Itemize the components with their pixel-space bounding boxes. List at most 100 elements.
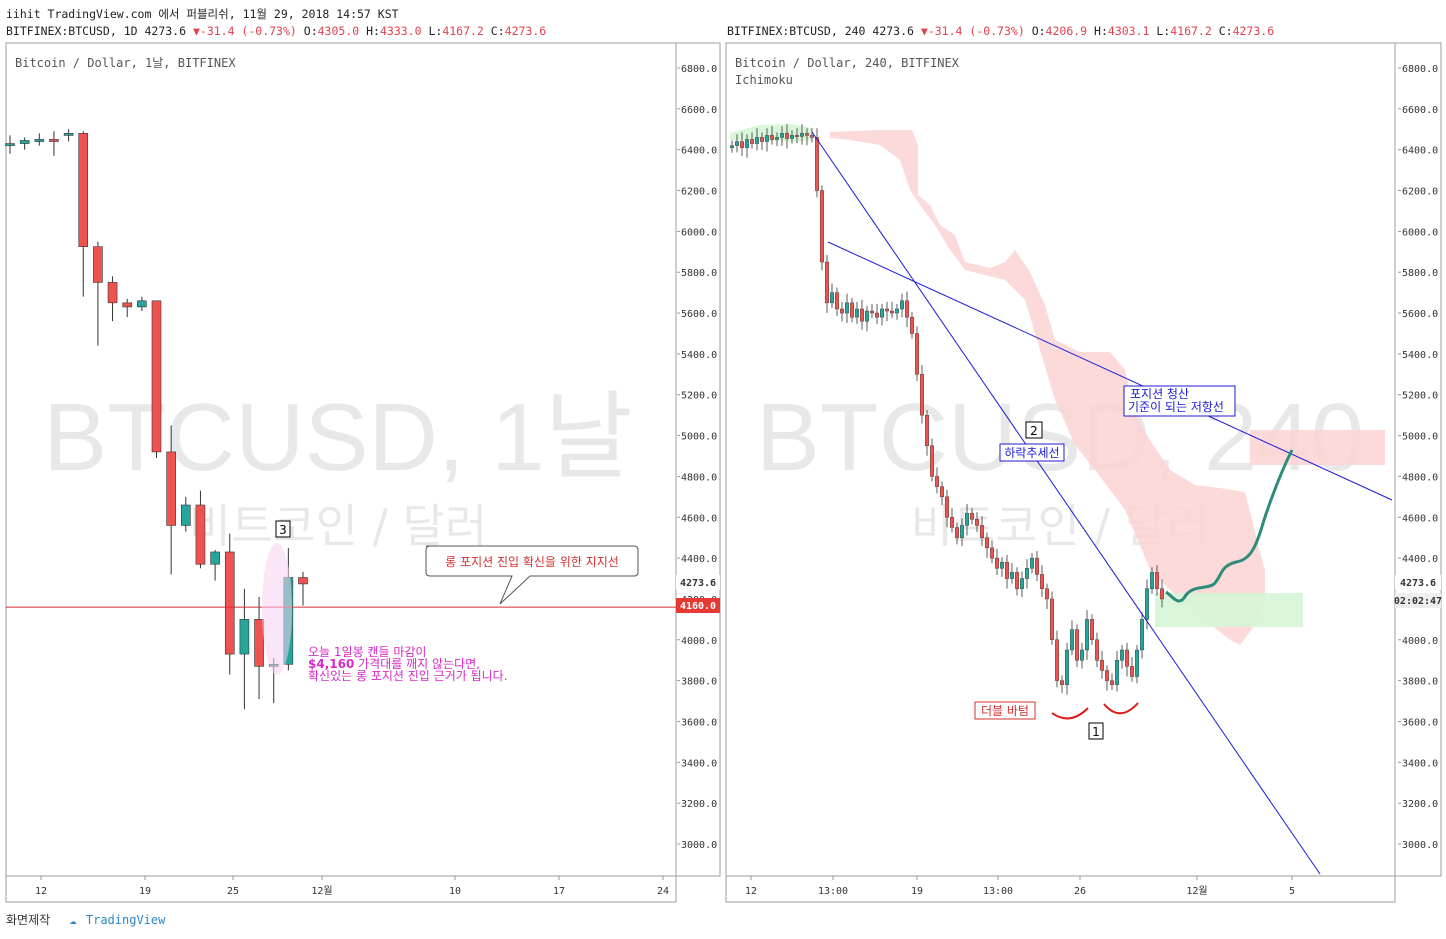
candle-body <box>820 190 825 263</box>
x-tick-label: 12월 <box>1186 885 1207 897</box>
candle-body <box>935 476 940 487</box>
candle-body <box>1000 561 1005 569</box>
right-symbol: BITFINEX:BTCUSD, 240 4273.6 <box>727 24 914 38</box>
tradingview-cloud-icon: ☁ <box>69 913 77 927</box>
right-price-axis[interactable] <box>1394 42 1442 877</box>
candle-body <box>1149 572 1154 589</box>
left-watermark-sub: 비트코인 / 달러 <box>189 499 488 553</box>
candle-body <box>1024 568 1029 579</box>
y-tick-label: 3200.0 <box>681 799 717 810</box>
candle-body <box>735 141 740 146</box>
candle-body <box>885 308 890 312</box>
candle-body <box>239 619 250 655</box>
candle-body <box>745 139 750 148</box>
candle-body <box>880 308 885 318</box>
candle-body <box>860 308 865 322</box>
candle-body <box>810 135 815 138</box>
right-indicator-name: Ichimoku <box>735 73 793 87</box>
candle-body <box>780 133 785 138</box>
y-tick-label: 4600.0 <box>1402 513 1438 524</box>
marker-2: 2 <box>1030 424 1038 438</box>
y-tick-label: 5800.0 <box>1402 268 1438 279</box>
candle-body <box>1099 660 1104 671</box>
x-tick-label: 19 <box>911 886 923 897</box>
candle-body <box>980 525 985 538</box>
y-tick-label: 5200.0 <box>681 391 717 402</box>
y-tick-label: 3600.0 <box>681 717 717 728</box>
candle-body <box>960 525 965 538</box>
y-tick-label: 6200.0 <box>1402 187 1438 198</box>
x-tick-label: 13:00 <box>983 886 1013 897</box>
candle-body <box>1104 670 1109 681</box>
candle-body <box>1079 649 1084 661</box>
candle-body <box>895 308 900 314</box>
made-by-label: 화면제작 <box>6 913 51 927</box>
y-tick-label: 6200.0 <box>681 187 717 198</box>
y-tick-label: 3200.0 <box>1402 799 1438 810</box>
candle-body <box>795 135 800 137</box>
x-tick-label: 17 <box>553 886 565 897</box>
candle-body <box>1124 649 1129 667</box>
right-change: -31.4 (-0.73%) <box>927 24 1025 38</box>
double-bottom-box <box>974 701 1036 720</box>
candle-body <box>850 302 855 318</box>
candle-body <box>151 300 162 453</box>
right-time-axis[interactable] <box>725 875 1396 903</box>
bottom-arc-2 <box>1103 702 1139 715</box>
highlight-ellipse <box>262 543 292 675</box>
y-tick-label: 4000.0 <box>681 636 717 647</box>
candle-body <box>19 140 30 144</box>
y-tick-label: 5200.0 <box>1402 391 1438 402</box>
candle-body <box>1154 572 1159 589</box>
candle-body <box>730 145 735 148</box>
left-symbol: BITFINEX:BTCUSD, 1D 4273.6 <box>6 24 187 38</box>
y-tick-label: 6800.0 <box>681 64 717 75</box>
y-tick-label: 6400.0 <box>681 146 717 157</box>
ichimoku-future-red <box>1250 430 1385 465</box>
candle-body <box>770 135 775 140</box>
downtrend-line[interactable] <box>811 131 1321 875</box>
downtrend-label-box <box>999 443 1065 462</box>
footer: 화면제작 ☁ TradingView <box>6 911 165 928</box>
left-plot-frame[interactable] <box>5 42 677 877</box>
candle-body <box>890 310 895 314</box>
candle-body <box>137 300 147 308</box>
left-high: 4333.0 <box>379 24 422 38</box>
x-tick-label: 24 <box>657 886 669 897</box>
candle-body <box>1059 680 1064 685</box>
y-tick-label: 6400.0 <box>1402 146 1438 157</box>
candle-body <box>254 619 264 667</box>
note-line-1: 오늘 1일봉 캔들 마감이 <box>308 645 426 659</box>
candle-body <box>985 537 990 549</box>
resistance-line[interactable] <box>827 241 1393 501</box>
candle-body <box>905 300 910 318</box>
candle-body <box>166 451 176 526</box>
note-line-2: $4,160 가격대를 깨지 않는다면, <box>308 657 480 671</box>
y-tick-label: 5600.0 <box>681 309 717 320</box>
candle-body <box>1020 578 1025 589</box>
left-price-axis[interactable] <box>675 42 721 877</box>
candle-body <box>870 310 875 314</box>
candle-body <box>1029 557 1034 569</box>
marker-1: 1 <box>1092 725 1100 739</box>
candle-body <box>900 300 905 310</box>
candle-body <box>224 551 235 655</box>
x-tick-label: 26 <box>1074 886 1086 897</box>
candle-body <box>805 133 810 136</box>
x-tick-label: 12 <box>745 886 757 897</box>
marker-3: 3 <box>279 523 287 537</box>
y-tick-label: 3800.0 <box>1402 677 1438 688</box>
resistance-label-box <box>1123 385 1236 417</box>
candle-body <box>1134 649 1139 677</box>
left-time-axis[interactable] <box>5 875 677 903</box>
tradingview-brand[interactable]: TradingView <box>85 913 166 927</box>
y-tick-label: 4800.0 <box>681 472 717 483</box>
y-tick-label: 4400.0 <box>1402 554 1438 565</box>
callout-box <box>425 545 639 605</box>
left-chart-title: Bitcoin / Dollar, 1날, BITFINEX <box>15 56 236 70</box>
candle-body <box>1049 598 1054 640</box>
candle-body <box>1129 666 1134 677</box>
publish-info: iihit TradingView.com 에서 퍼블리쉬, 11월 29, 2… <box>6 7 399 21</box>
y-tick-label: 3400.0 <box>681 758 717 769</box>
